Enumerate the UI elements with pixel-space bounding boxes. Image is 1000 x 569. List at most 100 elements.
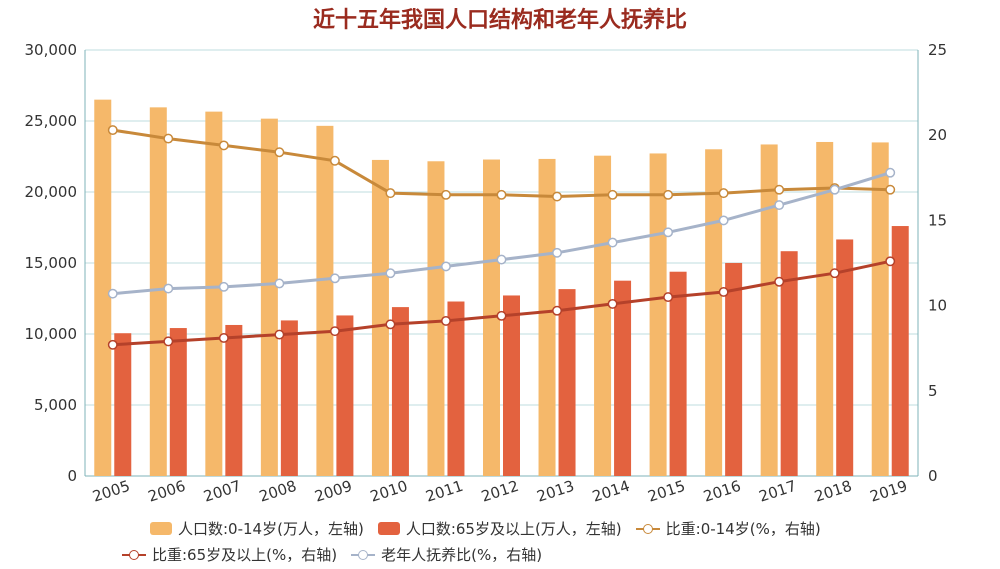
line-dependency-ratio-point <box>885 167 896 178</box>
line-dependency-ratio-point <box>385 268 396 279</box>
x-tick-label: 2007 <box>201 477 243 506</box>
bar-age-65-plus <box>503 295 520 476</box>
line-dependency-ratio-point <box>163 283 174 294</box>
left-tick-label: 5,000 <box>34 396 77 414</box>
line-ratio-0-14-point <box>385 188 396 199</box>
left-tick-label: 10,000 <box>25 325 78 343</box>
bar-age-0-14 <box>538 158 556 476</box>
line-ratio-65-plus-point <box>107 339 118 350</box>
bar-age-65-plus <box>836 239 854 476</box>
x-tick-label: 2006 <box>146 477 188 506</box>
bar-age-65-plus <box>558 289 576 476</box>
line-ratio-0-14-point <box>218 140 229 151</box>
left-tick-label: 0 <box>67 467 77 485</box>
line-dependency-ratio-point <box>441 261 451 272</box>
bar-age-65-plus <box>669 271 687 476</box>
left-tick-label: 25,000 <box>25 112 78 130</box>
line-ratio-0-14-point <box>552 191 562 202</box>
legend-item[interactable]: 比重:0-14岁(%，右轴) <box>635 518 821 539</box>
line-dependency-ratio-point <box>329 273 340 284</box>
x-tick-label: 2005 <box>90 477 132 506</box>
line-dependency-ratio-point <box>496 254 507 265</box>
line-ratio-0-14-point <box>663 189 674 200</box>
chart-title: 近十五年我国人口结构和老年人抚养比 <box>312 8 687 33</box>
left-tick-label: 20,000 <box>25 183 78 201</box>
line-ratio-65-plus-point <box>663 292 674 303</box>
line-ratio-65-plus-point <box>385 319 396 330</box>
right-tick-label: 0 <box>928 467 938 485</box>
legend-label: 人口数:65岁及以上(万人，左轴) <box>405 520 622 538</box>
legend-swatch-line <box>351 548 376 562</box>
bar-age-0-14 <box>871 142 889 476</box>
x-tick-label: 2016 <box>701 477 743 506</box>
line-ratio-65-plus-point <box>274 329 285 340</box>
legend-label: 人口数:0-14岁(万人，左轴) <box>178 520 364 538</box>
x-tick-label: 2012 <box>479 477 521 506</box>
bar-age-0-14 <box>816 141 834 477</box>
bar-age-0-14 <box>149 107 167 477</box>
bar-age-65-plus <box>280 320 298 476</box>
x-tick-label: 2017 <box>757 477 799 506</box>
bar-age-0-14 <box>94 99 112 477</box>
legend-item[interactable]: 老年人抚养比(%，右轴) <box>351 544 542 565</box>
line-dependency-ratio-point <box>107 288 118 299</box>
bar-age-0-14 <box>260 118 278 477</box>
line-ratio-65-plus-point <box>885 256 896 267</box>
line-ratio-65-plus-point <box>774 276 785 287</box>
legend-label: 比重:65岁及以上(%，右轴) <box>152 546 338 564</box>
right-tick-label: 15 <box>928 211 947 229</box>
bar-age-65-plus <box>391 307 409 476</box>
x-tick-label: 2015 <box>646 477 688 506</box>
line-dependency-ratio-point <box>774 200 785 211</box>
bar-age-65-plus <box>780 251 798 476</box>
bar-age-65-plus <box>225 324 243 476</box>
x-tick-label: 2018 <box>812 477 854 506</box>
legend-row-2: 比重:65岁及以上(%，右轴) 老年人抚养比(%，右轴) <box>122 544 556 565</box>
line-ratio-65-plus-point <box>329 326 340 337</box>
legend-swatch-bar <box>150 522 172 535</box>
bar-age-65-plus <box>114 333 132 476</box>
line-dependency-ratio-point <box>218 281 229 292</box>
right-tick-label: 5 <box>928 382 938 400</box>
line-ratio-0-14-point <box>441 189 451 200</box>
x-tick-label: 2009 <box>312 477 354 506</box>
line-ratio-65-plus-point <box>718 287 729 297</box>
x-tick-label: 2011 <box>423 477 465 506</box>
right-tick-label: 10 <box>928 297 947 315</box>
bar-age-65-plus <box>447 301 465 476</box>
legend-swatch-bar <box>377 522 400 535</box>
legend-swatch-line <box>635 522 660 536</box>
line-dependency-ratio-point <box>829 184 840 195</box>
left-tick-label: 30,000 <box>25 41 78 59</box>
line-ratio-65-plus-point <box>218 333 229 343</box>
bar-age-0-14 <box>205 111 223 477</box>
bar-age-0-14 <box>760 144 778 476</box>
legend-swatch-line <box>122 548 146 562</box>
line-ratio-0-14-point <box>496 189 507 200</box>
line-dependency-ratio-point <box>607 237 618 248</box>
line-ratio-65-plus-point <box>552 305 562 316</box>
legend-item[interactable]: 人口数:0-14岁(万人，左轴) <box>150 518 364 539</box>
line-ratio-65-plus-point <box>441 315 451 326</box>
bar-age-0-14 <box>649 153 667 476</box>
line-ratio-65-plus-point <box>829 268 840 279</box>
bar-age-65-plus <box>725 262 743 476</box>
line-ratio-65-plus-point <box>163 336 174 347</box>
line-ratio-0-14-point <box>885 184 896 195</box>
line-ratio-0-14-point <box>274 147 285 158</box>
legend-item[interactable]: 人口数:65岁及以上(万人，左轴) <box>377 518 622 539</box>
line-ratio-65-plus-point <box>607 298 618 309</box>
line-dependency-ratio-point <box>552 247 562 258</box>
bar-age-0-14 <box>371 159 389 477</box>
bar-age-0-14 <box>427 161 445 477</box>
bar-age-65-plus <box>336 315 354 476</box>
right-tick-label: 25 <box>928 41 947 59</box>
bar-age-0-14 <box>316 125 334 477</box>
line-dependency-ratio-point <box>663 227 674 238</box>
line-ratio-0-14-point <box>107 125 118 136</box>
line-ratio-0-14-point <box>163 133 174 144</box>
x-tick-label: 2019 <box>868 477 910 506</box>
legend-item[interactable]: 比重:65岁及以上(%，右轴) <box>122 544 337 565</box>
